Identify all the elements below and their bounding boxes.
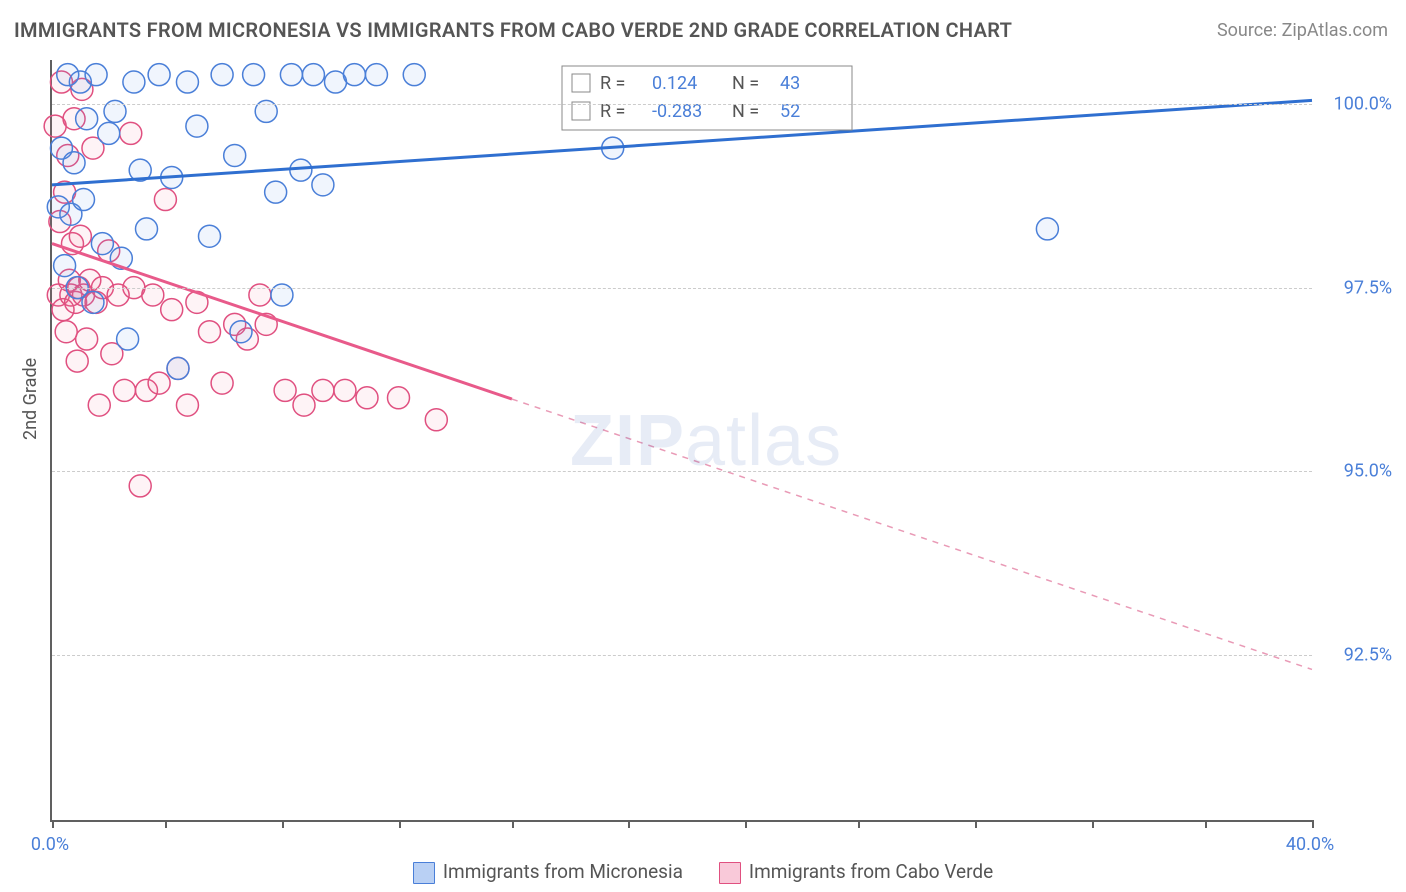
scatter-point — [293, 394, 315, 416]
scatter-point — [85, 64, 107, 86]
scatter-point — [113, 379, 135, 401]
x-tick — [628, 820, 630, 828]
plot-area: R =0.124N =43R =-0.283N =52 92.5%95.0%97… — [50, 60, 1312, 822]
y-tick-label: 92.5% — [1322, 644, 1392, 665]
scatter-point — [55, 321, 77, 343]
x-tick — [282, 820, 284, 828]
scatter-point — [312, 379, 334, 401]
scatter-point — [148, 64, 170, 86]
scatter-point — [365, 64, 387, 86]
scatter-point — [63, 152, 85, 174]
scatter-point — [176, 394, 198, 416]
x-tick — [975, 820, 977, 828]
legend-item-cabo-verde: Immigrants from Cabo Verde — [719, 860, 993, 884]
scatter-point — [148, 372, 170, 394]
x-tick — [1205, 820, 1207, 828]
scatter-point — [388, 387, 410, 409]
scatter-point — [199, 321, 221, 343]
chart-container: IMMIGRANTS FROM MICRONESIA VS IMMIGRANTS… — [0, 0, 1406, 892]
y-tick-label: 97.5% — [1322, 277, 1392, 298]
n-label: N = — [732, 73, 759, 94]
scatter-point — [403, 64, 425, 86]
scatter-point — [274, 379, 296, 401]
x-tick — [399, 820, 401, 828]
correlation-legend: R =0.124N =43R =-0.283N =52 — [562, 66, 852, 130]
x-tick — [745, 820, 747, 828]
scatter-point — [76, 108, 98, 130]
trendline-cabo-verde-dashed — [512, 399, 1312, 669]
scatter-point — [98, 122, 120, 144]
source-prefix: Source: — [1217, 20, 1282, 41]
x-tick — [52, 820, 54, 828]
scatter-point — [211, 64, 233, 86]
x-tick-label: 0.0% — [31, 834, 69, 855]
scatter-point — [280, 64, 302, 86]
source-attribution: Source: ZipAtlas.com — [1217, 20, 1388, 41]
scatter-point — [199, 225, 221, 247]
scatter-point — [73, 189, 95, 211]
y-axis-label: 2nd Grade — [20, 358, 41, 440]
scatter-point — [343, 64, 365, 86]
scatter-point — [154, 189, 176, 211]
scatter-point — [1036, 218, 1058, 240]
scatter-point — [117, 328, 139, 350]
gridline-h — [52, 104, 1312, 105]
y-tick-label: 95.0% — [1322, 461, 1392, 482]
x-tick — [165, 820, 167, 828]
x-tick-label: 40.0% — [1286, 834, 1334, 855]
gridline-h — [52, 288, 1312, 289]
source-link[interactable]: ZipAtlas.com — [1282, 20, 1388, 41]
scatter-point — [224, 144, 246, 166]
x-tick — [858, 820, 860, 828]
scatter-point — [302, 64, 324, 86]
bottom-legend: Immigrants from Micronesia Immigrants fr… — [0, 860, 1406, 884]
scatter-point — [54, 255, 76, 277]
x-tick — [512, 820, 514, 828]
scatter-point — [136, 218, 158, 240]
y-tick-label: 100.0% — [1322, 94, 1392, 115]
scatter-point — [211, 372, 233, 394]
scatter-point — [312, 174, 334, 196]
legend-swatch-pink — [719, 862, 741, 884]
scatter-point — [334, 379, 356, 401]
scatter-point — [91, 233, 113, 255]
r-value: 0.124 — [652, 73, 697, 94]
r-label: R = — [600, 73, 625, 94]
legend-item-micronesia: Immigrants from Micronesia — [413, 860, 683, 884]
scatter-point — [66, 350, 88, 372]
scatter-point — [123, 71, 145, 93]
scatter-point — [161, 299, 183, 321]
scatter-point — [82, 291, 104, 313]
legend-swatch-blue — [413, 862, 435, 884]
legend-label-cabo-verde: Immigrants from Cabo Verde — [749, 860, 993, 883]
scatter-point — [243, 64, 265, 86]
legend-swatch — [572, 74, 590, 92]
chart-svg: R =0.124N =43R =-0.283N =52 — [52, 60, 1312, 820]
scatter-point — [69, 225, 91, 247]
x-tick — [1312, 820, 1314, 828]
scatter-point — [120, 122, 142, 144]
scatter-point — [186, 115, 208, 137]
legend-label-micronesia: Immigrants from Micronesia — [443, 860, 683, 883]
scatter-point — [425, 409, 447, 431]
scatter-point — [76, 328, 98, 350]
scatter-point — [230, 321, 252, 343]
scatter-point — [356, 387, 378, 409]
scatter-point — [129, 475, 151, 497]
x-tick — [1092, 820, 1094, 828]
gridline-h — [52, 471, 1312, 472]
trendline-cabo-verde-solid — [52, 244, 512, 399]
scatter-point — [88, 394, 110, 416]
scatter-point — [167, 357, 189, 379]
scatter-point — [265, 181, 287, 203]
gridline-h — [52, 655, 1312, 656]
n-value: 43 — [780, 73, 800, 94]
scatter-point — [176, 71, 198, 93]
chart-title: IMMIGRANTS FROM MICRONESIA VS IMMIGRANTS… — [14, 18, 1012, 42]
